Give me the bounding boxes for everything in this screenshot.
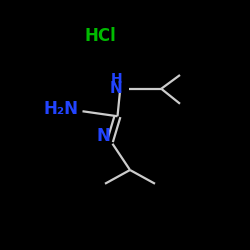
Text: H₂N: H₂N xyxy=(44,100,79,118)
Text: N: N xyxy=(97,127,111,145)
Text: HCl: HCl xyxy=(84,27,116,45)
Text: N: N xyxy=(110,81,122,96)
Text: H: H xyxy=(110,72,122,86)
